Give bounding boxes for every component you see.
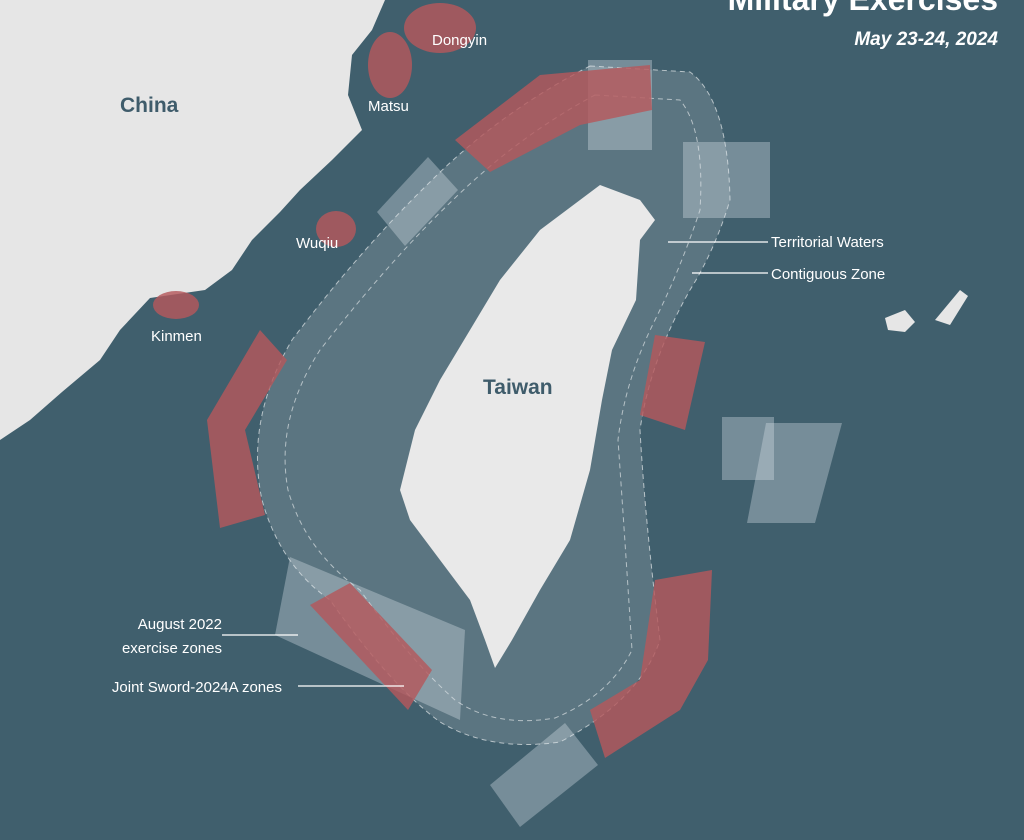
matsu-zone [368, 32, 412, 98]
august-2022-zone [747, 423, 842, 523]
label-kinmen: Kinmen [151, 328, 202, 345]
leader-lines [222, 241, 768, 687]
wuqiu-zone [316, 211, 356, 247]
label-dongyin: Dongyin [432, 32, 487, 49]
august-2022-zone [377, 157, 458, 246]
joint-sword-zone [590, 570, 712, 758]
legend-territorial-waters: Territorial Waters [771, 234, 884, 251]
kinmen-zone [153, 291, 199, 319]
china-landmass [0, 0, 385, 440]
eastern-islands [935, 290, 968, 325]
label-matsu: Matsu [368, 98, 409, 115]
eastern-islands [885, 310, 915, 332]
joint-sword-zone [640, 335, 705, 430]
august-2022-zone [683, 142, 770, 218]
joint-sword-zone [310, 583, 432, 710]
legend-contiguous-zone: Contiguous Zone [771, 266, 885, 283]
dongyin-zone [404, 3, 476, 53]
label-china: China [120, 94, 179, 117]
joint-sword-zone [207, 330, 287, 528]
august-2022-zone [722, 417, 774, 480]
label-taiwan: Taiwan [483, 376, 553, 399]
label-wuqiu: Wuqiu [296, 235, 338, 252]
legend-joint-sword: Joint Sword-2024A zones [112, 679, 282, 696]
map-title: Military Exercises [728, 0, 998, 17]
august-2022-zone [490, 723, 598, 827]
legend-august-2022-line1: August 2022 [138, 616, 222, 633]
territorial-waters [284, 94, 702, 722]
joint-sword-zone [455, 65, 652, 172]
map-subtitle: May 23-24, 2024 [854, 29, 998, 50]
legend-august-2022-line2: exercise zones [122, 640, 222, 657]
joint-sword-zones [153, 3, 712, 758]
taiwan-island [400, 185, 655, 668]
